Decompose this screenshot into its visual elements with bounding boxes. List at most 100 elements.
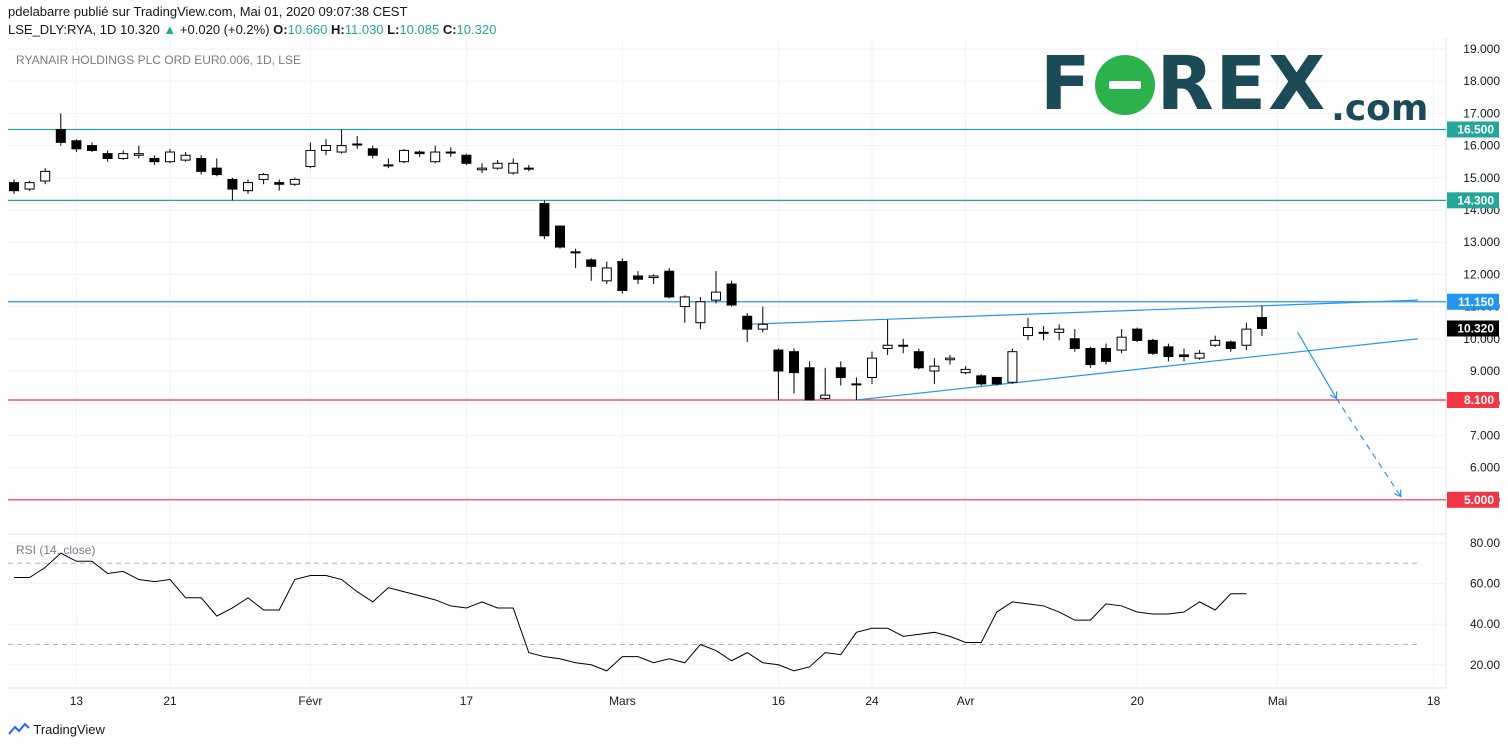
candle-body (24, 182, 35, 190)
candle-body (601, 267, 612, 282)
candle-body (789, 351, 799, 374)
tradingview-icon (8, 722, 30, 735)
rsi-tick-label: 20.00 (1470, 658, 1500, 672)
level-price-tag (1447, 391, 1499, 408)
candle-body (180, 154, 191, 161)
candle-body (851, 383, 862, 386)
candle-body (539, 203, 550, 237)
forex-o-icon (1094, 55, 1155, 115)
candle-body (414, 151, 425, 155)
x-tick-label: Mars (609, 694, 636, 708)
price-tick-label: 17.000 (1463, 106, 1500, 120)
candle-body (1023, 327, 1033, 337)
forex-logo: F REX .com (1040, 47, 1428, 129)
candle-body (40, 170, 51, 182)
candle-body (133, 153, 144, 156)
candle-body (321, 145, 331, 151)
candle-body (1225, 341, 1236, 349)
candle-body (336, 145, 347, 153)
candle-body (867, 357, 877, 378)
candle-body (477, 167, 487, 171)
price-tick-label: 7.000 (1470, 428, 1500, 442)
candle-body (165, 151, 175, 163)
low-label: L: (387, 22, 400, 37)
candle-body (71, 140, 82, 150)
candle-body (196, 157, 207, 172)
candle-body (508, 162, 519, 174)
change-value: +0.020 (+0.2%) (179, 22, 270, 37)
last-value: 10.320 (120, 22, 160, 37)
x-tick-label: 18 (1427, 694, 1441, 708)
rsi-label: RSI (14, close) (16, 543, 96, 557)
tradingview-text: TradingView (33, 722, 105, 737)
projection-dashed-line (1335, 398, 1402, 497)
brand-dotcom: .com (1331, 88, 1429, 129)
candle-body (1069, 338, 1080, 349)
candle-body (757, 323, 768, 330)
brand-suffix: REX (1156, 41, 1328, 127)
candle-body (679, 296, 690, 308)
low-value: 10.085 (399, 22, 440, 37)
candle-body (258, 174, 269, 180)
price-tick-label: 16.000 (1463, 139, 1500, 153)
rsi-tick-label: 40.00 (1470, 617, 1500, 631)
trendline (747, 299, 1419, 325)
candle-body (617, 261, 628, 291)
symbol-title: RYANAIR HOLDINGS PLC ORD EUR0.006, 1D, L… (16, 53, 301, 67)
ohlc-legend: LSE_DLY:RYA, 1D 10.320 ▲ +0.020 (+0.2%) … (8, 22, 496, 37)
candle-body (430, 151, 441, 163)
level-price-tag (1447, 192, 1499, 209)
level-price-label: 16.500 (1457, 123, 1494, 137)
projection-line (1297, 332, 1337, 399)
high-value: 11.030 (344, 22, 384, 37)
price-tick-label: 9.000 (1470, 364, 1500, 378)
last-price-tag (1447, 320, 1499, 337)
candle-body (1007, 351, 1018, 383)
candle-body (882, 344, 893, 349)
open-value: 10.660 (287, 22, 328, 37)
candle-body (1038, 331, 1049, 334)
x-tick-label: Févr (298, 694, 322, 708)
candle-body (648, 275, 659, 279)
price-tick-label: 15.000 (1463, 171, 1500, 185)
candle-body (1257, 317, 1267, 329)
trendline (856, 338, 1419, 401)
candle-body (9, 182, 19, 192)
candle-body (555, 225, 565, 248)
brand-prefix: F (1040, 41, 1093, 127)
close-value: 10.320 (456, 22, 497, 37)
close-label: C: (442, 22, 457, 37)
candle-body (305, 149, 316, 168)
high-label: H: (331, 22, 345, 37)
candle-body (1194, 352, 1205, 359)
candle-body (633, 275, 643, 280)
candle-body (383, 164, 394, 167)
candle-body (243, 182, 253, 192)
candle-body (1101, 347, 1111, 362)
candle-body (898, 344, 909, 347)
candle-body (913, 351, 924, 369)
candle-body (1163, 346, 1174, 358)
candle-body (1132, 328, 1143, 341)
price-tick-label: 18.000 (1463, 74, 1500, 88)
rsi-tick-label: 60.00 (1470, 577, 1500, 591)
tradingview-logo: TradingView (8, 722, 105, 737)
x-tick-label: 21 (163, 694, 177, 708)
candle-body (352, 143, 363, 146)
candle-body (586, 259, 597, 267)
candle-body (1147, 339, 1158, 354)
price-tick-label: 12.000 (1463, 267, 1500, 281)
candle-body (87, 145, 97, 151)
candle-body (102, 153, 113, 159)
candle-body (523, 167, 534, 170)
level-price-label: 8.100 (1464, 393, 1494, 407)
open-label: O: (273, 22, 288, 37)
candle-body (1116, 336, 1127, 351)
candle-body (1085, 347, 1096, 366)
x-tick-label: Avr (957, 694, 975, 708)
candle-body (804, 367, 815, 401)
candle-body (960, 368, 971, 374)
candle-body (118, 153, 129, 159)
candle-body (664, 270, 675, 298)
